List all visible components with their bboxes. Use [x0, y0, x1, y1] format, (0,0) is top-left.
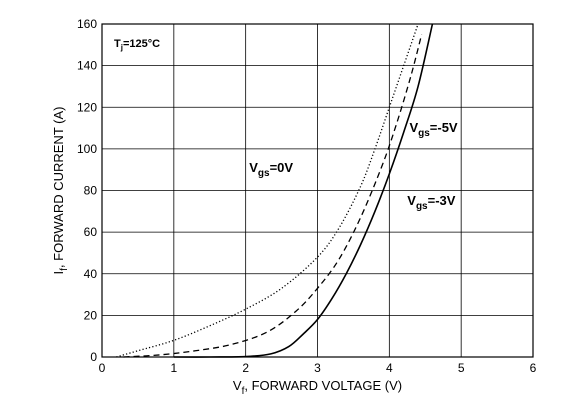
x-tick-label: 3 [314, 361, 321, 375]
series-annotation: Vgs=0V [249, 160, 293, 179]
x-tick-label: 4 [386, 361, 393, 375]
y-tick-label: 60 [84, 225, 98, 239]
y-tick-label: 160 [77, 17, 97, 31]
y-tick-label: 80 [84, 184, 98, 198]
plot-frame [101, 23, 534, 358]
series-annotation: Vgs=-3V [407, 193, 455, 212]
y-tick-label: 20 [84, 308, 98, 322]
series-line-dashed [123, 34, 423, 358]
x-tick-label: 5 [458, 361, 465, 375]
x-tick-label: 2 [242, 361, 249, 375]
x-axis-title: Vf, FORWARD VOLTAGE (V) [233, 378, 402, 397]
grid-lines [101, 23, 534, 358]
y-tick-label: 0 [90, 350, 97, 364]
series-line-dotted [116, 23, 419, 358]
y-tick-label: 140 [77, 59, 97, 73]
y-axis-title: If, FORWARD CURRENT (A) [51, 107, 70, 275]
series-lines [116, 23, 434, 358]
y-tick-label: 100 [77, 142, 97, 156]
series-annotation: Vgs=-5V [409, 120, 457, 139]
series-line-solid [173, 23, 434, 358]
x-tick-label: 0 [99, 361, 106, 375]
y-tick-label: 40 [84, 267, 98, 281]
annotations: Vgs=0V Vgs=-5V Vgs=-3V [249, 120, 458, 212]
temperature-condition-label: Tj=125°C [114, 38, 160, 52]
y-tick-label: 120 [77, 100, 97, 114]
x-tick-label: 1 [170, 361, 177, 375]
x-tick-label: 6 [530, 361, 537, 375]
